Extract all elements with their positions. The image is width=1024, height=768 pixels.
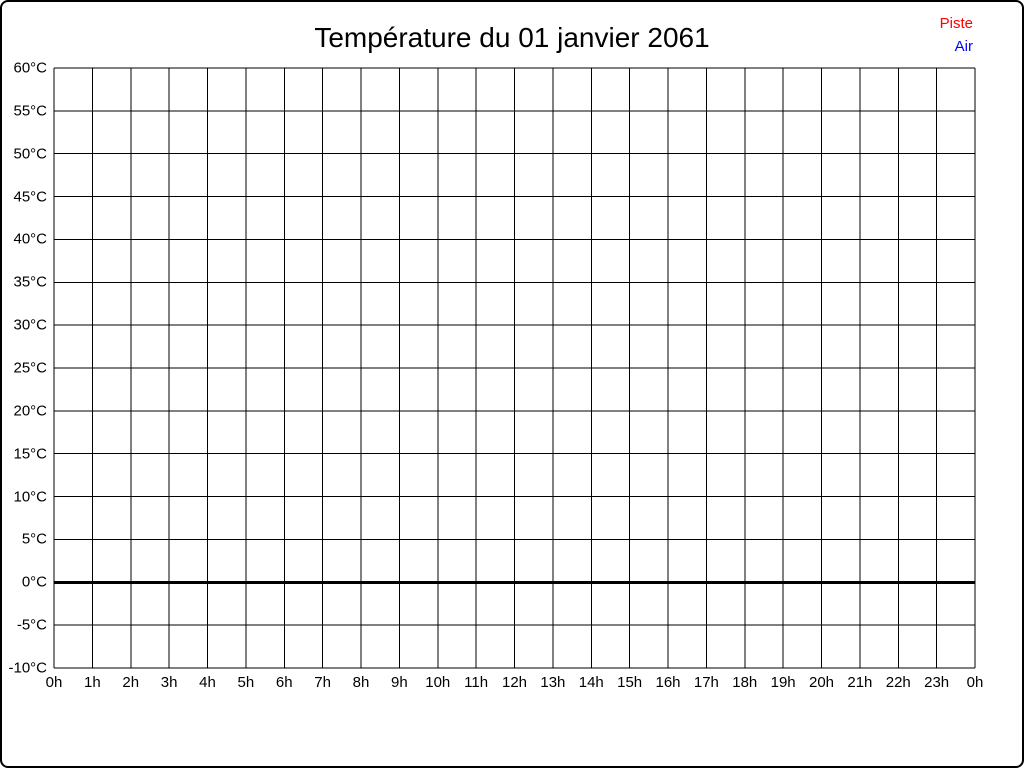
x-axis-tick-label: 14h [578, 674, 604, 691]
x-axis-tick-label: 1h [84, 674, 101, 691]
x-axis-tick-label: 23h [924, 674, 950, 691]
y-axis-tick-label: 55°C [13, 102, 47, 120]
y-axis-tick-label: 60°C [13, 59, 47, 77]
y-axis-tick-label: 45°C [13, 188, 47, 206]
y-axis-tick-label: -10°C [8, 659, 47, 677]
legend-item-piste: Piste [939, 15, 973, 32]
x-axis-tick-label: 8h [352, 674, 370, 691]
x-axis-tick-label: 20h [808, 674, 835, 691]
x-axis-tick-label: 2h [122, 674, 140, 691]
y-axis-tick-label: 5°C [21, 530, 47, 548]
x-axis-tick-label: 19h [770, 674, 796, 691]
x-axis-tick-label: 21h [847, 674, 873, 691]
y-axis-tick-label: 30°C [13, 316, 47, 334]
y-axis-tick-label: 15°C [13, 445, 47, 463]
y-axis-tick-label: 25°C [13, 359, 47, 377]
y-axis-tick-label: -5°C [16, 616, 47, 634]
y-axis-tick-label: 0°C [21, 573, 47, 591]
y-axis-tick-label: 35°C [13, 273, 47, 291]
x-axis-tick-label: 13h [540, 674, 566, 691]
legend: Piste Air [940, 12, 973, 58]
x-axis-tick-label: 5h [237, 674, 255, 691]
legend-item-air: Air [954, 38, 973, 55]
x-axis-tick-label: 16h [655, 674, 681, 691]
y-axis-tick-label: 40°C [13, 230, 47, 248]
x-axis-tick-label: 15h [617, 674, 643, 691]
x-axis-tick-label: 6h [275, 674, 293, 691]
y-axis-tick-label: 10°C [13, 488, 47, 506]
x-axis-tick-label: 18h [732, 674, 758, 691]
y-axis-tick-label: 50°C [13, 145, 47, 163]
x-axis-tick-label: 12h [501, 674, 528, 691]
x-axis-tick-label: 22h [885, 674, 911, 691]
x-axis-tick-label: 9h [391, 674, 408, 691]
x-axis-tick-label: 4h [199, 674, 216, 691]
y-axis-tick-label: 20°C [13, 402, 47, 420]
x-axis-tick-label: 0h [966, 674, 984, 691]
x-axis-tick-label: 0h [45, 674, 63, 691]
x-axis-tick-label: 17h [693, 674, 719, 691]
x-axis-tick-label: 7h [314, 674, 331, 691]
x-axis-tick-label: 11h [464, 674, 489, 691]
chart-title: Température du 01 janvier 2061 [314, 22, 710, 53]
x-axis-tick-label: 10h [425, 674, 451, 691]
x-axis-tick-label: 3h [160, 674, 178, 691]
